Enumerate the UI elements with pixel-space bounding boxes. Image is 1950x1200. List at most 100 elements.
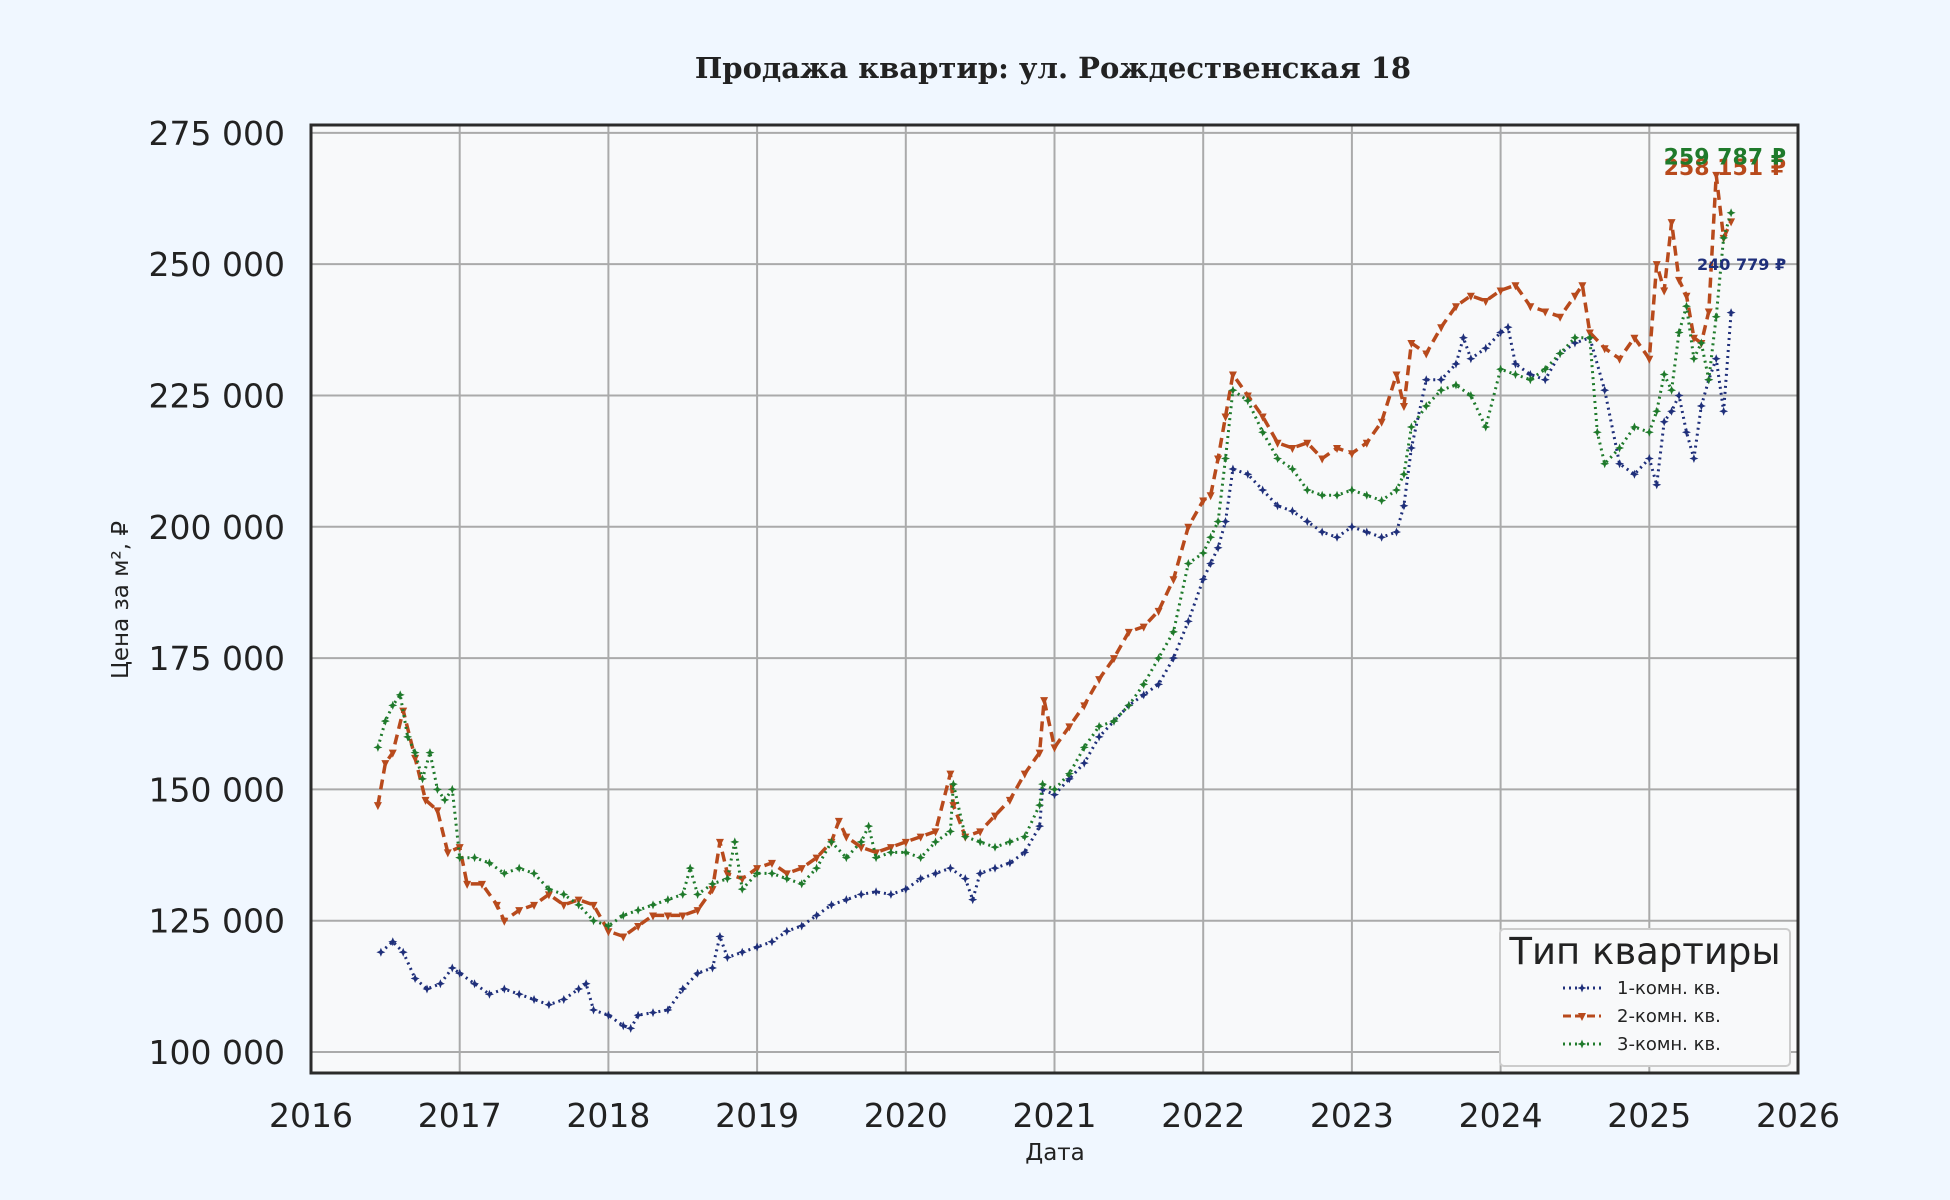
data-point — [960, 832, 970, 842]
data-point — [1065, 723, 1074, 732]
data-point — [1206, 532, 1216, 542]
data-point — [478, 880, 487, 889]
data-point — [1377, 496, 1387, 506]
data-point — [1079, 742, 1089, 752]
data-point — [1124, 628, 1133, 637]
data-point — [1050, 744, 1059, 753]
data-point — [975, 868, 985, 878]
data-point — [1675, 276, 1684, 285]
data-point — [1466, 390, 1476, 400]
data-point — [411, 754, 420, 763]
data-point — [1221, 413, 1230, 422]
data-point — [1198, 574, 1208, 584]
data-point — [1481, 297, 1490, 306]
data-point — [1258, 485, 1268, 495]
data-point — [842, 833, 851, 842]
data-point — [1458, 333, 1468, 343]
x-tick-label: 2023 — [1310, 1096, 1394, 1135]
data-point — [1005, 858, 1015, 868]
data-point — [376, 947, 386, 957]
data-point — [812, 910, 822, 920]
legend-swatch-marker — [1577, 983, 1587, 993]
data-point — [1696, 401, 1706, 411]
data-point — [1629, 469, 1639, 479]
data-point — [1183, 559, 1193, 569]
data-point — [1214, 455, 1223, 464]
data-point — [1064, 769, 1074, 779]
data-point — [589, 901, 598, 910]
data-point — [529, 994, 539, 1004]
data-point — [1436, 385, 1446, 395]
data-point — [1302, 517, 1312, 527]
data-point — [574, 900, 584, 910]
data-point — [1317, 527, 1327, 537]
data-point — [1644, 454, 1654, 464]
x-tick-label: 2018 — [566, 1096, 650, 1135]
data-point — [648, 900, 658, 910]
data-point — [1347, 450, 1356, 459]
data-point — [435, 979, 445, 989]
data-point — [1035, 800, 1045, 810]
end-value-label: 240 779 ₽ — [1697, 255, 1786, 274]
data-point — [1510, 369, 1520, 379]
y-axis-ticks: 100 000 125 000 150 000 175 000 200 000 225 0… — [149, 114, 285, 1072]
data-point — [886, 889, 896, 899]
data-point — [447, 963, 457, 973]
data-point — [1421, 401, 1431, 411]
data-point — [693, 907, 702, 916]
data-point — [871, 887, 881, 897]
data-point — [1347, 485, 1357, 495]
data-point — [1287, 464, 1297, 474]
data-point — [1667, 385, 1677, 395]
data-point — [1094, 732, 1104, 742]
data-point — [1332, 490, 1342, 500]
data-point — [1540, 364, 1550, 374]
data-point — [752, 942, 762, 952]
data-point — [722, 952, 732, 962]
data-point — [782, 874, 792, 884]
data-point — [455, 968, 465, 978]
x-axis-label: Дата — [1025, 1140, 1085, 1166]
data-point — [1273, 439, 1282, 448]
plot-frame — [309, 123, 1800, 1075]
data-point — [708, 886, 717, 895]
data-point — [447, 784, 457, 794]
data-point — [678, 889, 688, 899]
data-point — [841, 895, 851, 905]
data-point — [619, 933, 628, 942]
data-point — [841, 853, 851, 863]
data-point — [1109, 655, 1118, 664]
legend-box — [1499, 928, 1791, 1067]
data-point — [1525, 375, 1535, 385]
data-point — [484, 858, 494, 868]
data-point — [1667, 406, 1677, 416]
data-point — [649, 912, 658, 921]
x-axis-ticks: 2016 2017 2018 2019 2020 2021 2022 2023 2024 2025… — [269, 1096, 1840, 1135]
data-point — [1362, 439, 1371, 448]
data-point — [1273, 501, 1283, 511]
data-point — [1704, 375, 1714, 385]
x-tick-label: 2026 — [1756, 1096, 1840, 1135]
data-point — [1362, 527, 1372, 537]
data-point — [1273, 454, 1283, 464]
data-point — [797, 865, 806, 874]
data-point — [1503, 322, 1513, 332]
x-tick-label: 2019 — [715, 1096, 799, 1135]
legend-label: 1-комн. кв. — [1617, 978, 1721, 999]
data-point — [443, 849, 452, 858]
data-point — [857, 844, 866, 853]
data-point — [574, 984, 584, 994]
legend-swatch-marker — [1578, 1013, 1586, 1021]
legend-item: 1-комн. кв. — [1563, 978, 1721, 999]
data-point — [1005, 796, 1014, 805]
data-point — [559, 901, 568, 910]
end-labels: 240 779 ₽ 258 151 ₽259 787 ₽ — [1664, 146, 1786, 275]
data-point — [403, 732, 413, 742]
data-point — [1228, 385, 1238, 395]
series-2 — [373, 171, 1736, 942]
data-point — [948, 779, 958, 789]
data-point — [1168, 627, 1178, 637]
data-point — [1050, 784, 1059, 794]
data-point — [1169, 576, 1178, 585]
